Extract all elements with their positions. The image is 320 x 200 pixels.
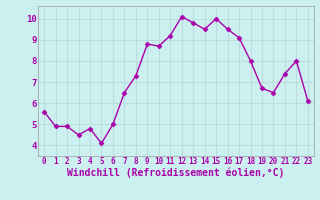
X-axis label: Windchill (Refroidissement éolien,°C): Windchill (Refroidissement éolien,°C): [67, 168, 285, 178]
